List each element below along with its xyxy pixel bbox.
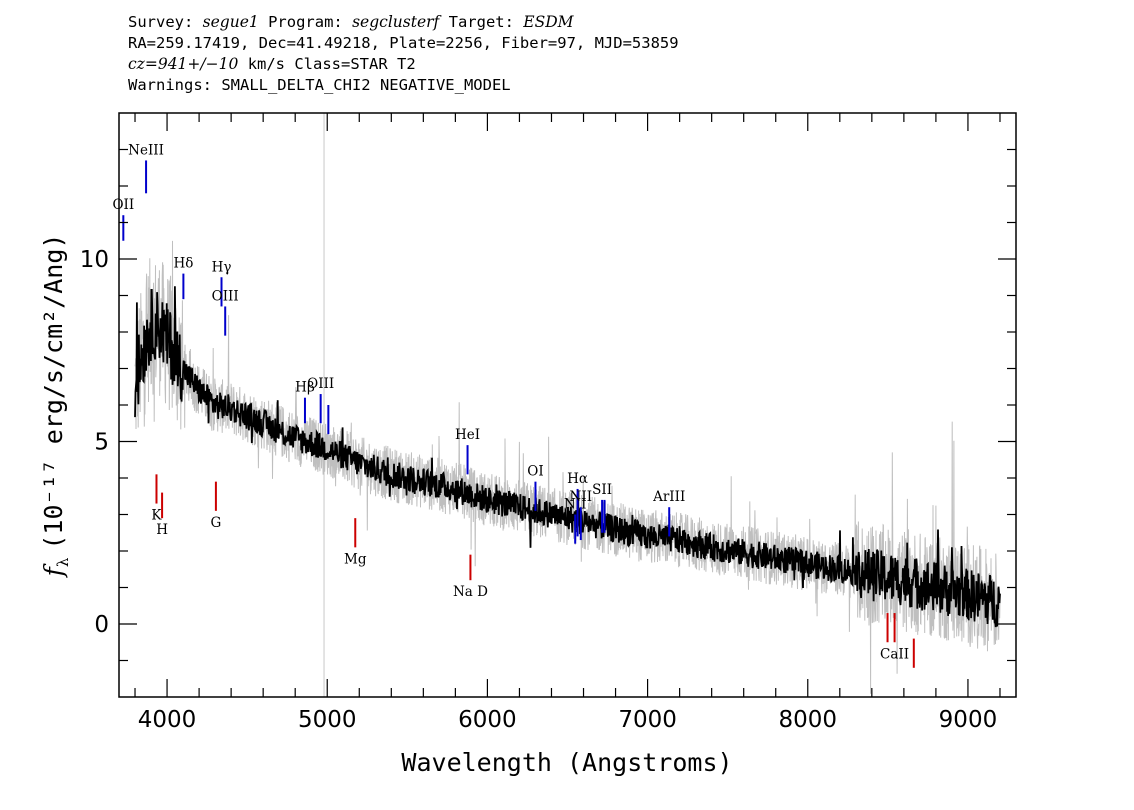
emission-line-label: SII — [592, 482, 612, 498]
header-line-survey: Survey: segue1 Program: segclusterf Targ… — [128, 13, 574, 31]
flux-error-envelope-line — [134, 240, 1001, 694]
x-tick-label: 7000 — [618, 707, 677, 733]
emission-line-label: Hα — [567, 471, 588, 487]
absorption-line-label: Na D — [453, 584, 488, 600]
emission-line-label: OI — [527, 464, 543, 480]
absorption-line-label: CaII — [880, 646, 909, 662]
survey-name: segue1 — [202, 13, 259, 31]
emission-line-label: OIII — [307, 376, 334, 392]
emission-line-label: NII — [570, 489, 592, 505]
absorption-line-label: G — [211, 515, 222, 531]
y-axis-symbol-subscript: λ — [54, 557, 72, 567]
absorption-line-label: H — [156, 522, 168, 538]
spectrum-header: Survey: segue1 Program: segclusterf Targ… — [128, 12, 1028, 96]
axis-ticks — [119, 113, 1016, 697]
target-name: ESDM — [523, 13, 574, 31]
y-axis-title: fλ (10⁻¹⁷ erg/s/cm²/Ang) — [39, 234, 72, 579]
svg-text:fλ(10⁻¹⁷ erg/s/cm²/Ang): fλ (10⁻¹⁷ erg/s/cm²/Ang) — [39, 234, 72, 579]
redshift-class: km/s Class=STAR T2 — [247, 55, 416, 73]
emission-line-label: Hδ — [173, 256, 193, 272]
x-tick-label: 9000 — [939, 707, 998, 733]
flux-error-envelope — [134, 240, 1001, 694]
emission-line-label: NeIII — [128, 142, 164, 158]
flux-series — [134, 286, 1001, 628]
x-tick-label: 4000 — [138, 707, 197, 733]
header-line-redshift: cz=941+/−10 km/s Class=STAR T2 — [128, 54, 1028, 75]
emission-line-label: OII — [112, 197, 134, 213]
header-line-warnings: Warnings: SMALL_DELTA_CHI2 NEGATIVE_MODE… — [128, 76, 511, 94]
program-name: segclusterf — [352, 13, 440, 31]
absorption-line-label: K — [151, 508, 162, 524]
x-tick-label: 8000 — [778, 707, 837, 733]
emission-line-label: Hβ — [295, 380, 315, 396]
redshift-value: cz=941+/−10 — [128, 55, 239, 73]
flux-line — [134, 286, 1001, 628]
y-tick-label: 10 — [80, 247, 109, 273]
y-axis-units: (10⁻¹⁷ erg/s/cm²/Ang) — [39, 234, 68, 550]
y-axis-symbol: f — [39, 563, 68, 578]
x-tick-label: 6000 — [458, 707, 517, 733]
absorption-line-label: Mg — [344, 551, 367, 567]
header-line-coordinates: RA=259.17419, Dec=41.49218, Plate=2256, … — [128, 34, 679, 52]
emission-line-label: Hγ — [212, 259, 232, 275]
emission-line-label: OIII — [212, 288, 239, 304]
x-tick-label: 5000 — [298, 707, 357, 733]
emission-line-label: HeI — [455, 427, 480, 443]
y-tick-label: 5 — [94, 430, 109, 456]
y-tick-label: 0 — [94, 612, 109, 638]
emission-line-label: ArIII — [652, 489, 685, 505]
axis-tick-labels: 4000 5000 6000 7000 8000 9000 0 5 10 — [80, 247, 998, 733]
x-axis-title: Wavelength (Angstroms) — [401, 748, 732, 777]
